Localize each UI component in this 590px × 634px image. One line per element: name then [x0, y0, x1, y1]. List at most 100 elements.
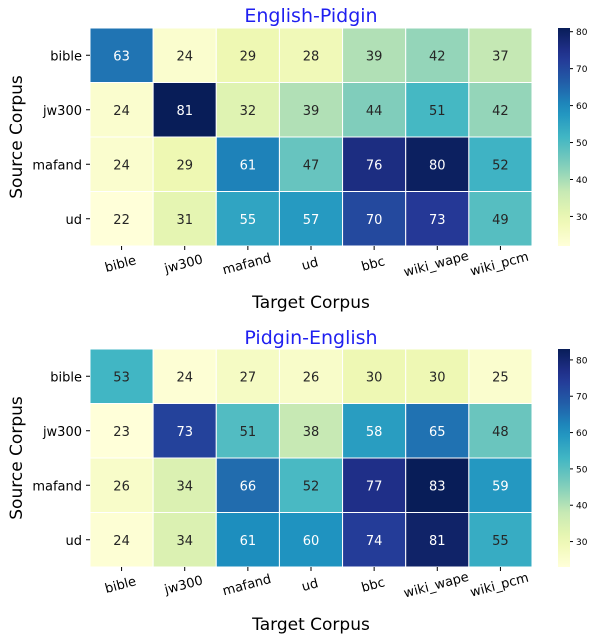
cell-value-label: 76: [366, 158, 383, 173]
cell-value-label: 66: [240, 479, 257, 494]
colorbar: [558, 349, 570, 567]
cell-value-label: 44: [366, 104, 383, 119]
heatmap-cell: [89, 457, 154, 513]
colorbar-tick-label: 60: [576, 429, 588, 439]
heatmap-cell: [278, 403, 344, 459]
x-tick-label: ud: [300, 576, 320, 595]
heatmap-cell: [152, 457, 217, 513]
heatmap-cell: [215, 403, 280, 459]
cell-value-label: 29: [176, 158, 193, 173]
heatmap-cell: [342, 457, 407, 513]
cell-value-label: 81: [429, 534, 446, 549]
cell-value-label: 30: [429, 370, 446, 385]
cell-value-label: 60: [303, 534, 320, 549]
cell-value-label: 37: [492, 49, 509, 64]
heatmap-cell: [152, 27, 217, 83]
cell-value-label: 34: [176, 534, 193, 549]
cell-value-label: 26: [113, 479, 130, 494]
cell-value-label: 42: [429, 49, 446, 64]
y-tick-label: mafand: [32, 479, 82, 494]
y-tick-label: bible: [50, 370, 82, 385]
heatmap-panel-1: English-Pidgin 63 24 29 28 39 42 37 24 81 32 39 44 51…: [7, 5, 588, 313]
colorbar-tick-label: 50: [576, 139, 588, 149]
heatmap-cell: [278, 191, 344, 247]
cell-value-label: 55: [492, 534, 509, 549]
colorbar-tick-label: 60: [576, 102, 588, 112]
cell-value-label: 24: [113, 158, 130, 173]
x-tick-label: ud: [300, 255, 320, 274]
heatmap-cell: [342, 403, 407, 459]
cell-value-label: 27: [240, 370, 257, 385]
colorbar-tick-label: 30: [576, 213, 588, 223]
colorbar-tick-label: 70: [576, 65, 588, 75]
heatmap-cell: [405, 136, 470, 192]
heatmap-cell: [405, 457, 470, 513]
cell-value-label: 24: [176, 370, 193, 385]
cell-value-label: 73: [429, 213, 446, 228]
cell-value-label: 52: [492, 158, 509, 173]
heatmap-cell: [468, 136, 533, 192]
cell-value-label: 65: [429, 425, 446, 440]
heatmap-cell: [468, 348, 533, 404]
cell-value-label: 24: [113, 534, 130, 549]
colorbar-tick-label: 80: [576, 356, 588, 366]
y-tick-label: jw300: [42, 425, 82, 440]
heatmap-cell: [342, 82, 407, 138]
cell-value-label: 63: [113, 49, 130, 64]
cell-value-label: 61: [240, 158, 257, 173]
cell-value-label: 70: [366, 213, 383, 228]
heatmap-cell: [405, 191, 470, 247]
cell-value-label: 24: [113, 104, 130, 119]
heatmap-cell: [89, 82, 154, 138]
heatmap-cell: [215, 82, 280, 138]
cell-value-label: 59: [492, 479, 509, 494]
x-tick-label: bbc: [360, 575, 387, 596]
heatmap-cell: [215, 136, 280, 192]
y-tick-label: ud: [66, 213, 83, 228]
colorbar-tick-label: 40: [576, 176, 588, 186]
cell-value-label: 52: [303, 479, 320, 494]
chart-title: Pidgin-English: [244, 327, 377, 349]
cell-value-label: 23: [113, 425, 130, 440]
y-tick-label: jw300: [42, 104, 82, 119]
cell-value-label: 55: [240, 213, 257, 228]
cell-value-label: 74: [366, 534, 383, 549]
y-axis-label: Source Corpus: [7, 396, 27, 520]
heatmap-cell: [89, 348, 154, 404]
cell-value-label: 39: [366, 49, 383, 64]
cell-value-label: 31: [176, 213, 193, 228]
cell-value-label: 80: [429, 158, 446, 173]
cell-value-label: 81: [176, 104, 193, 119]
cell-value-label: 22: [113, 213, 130, 228]
heatmap-cell: [342, 27, 407, 83]
heatmap-cell: [89, 27, 154, 83]
cell-value-label: 83: [429, 479, 446, 494]
heatmap-cell: [468, 512, 533, 568]
heatmap-cell: [468, 82, 533, 138]
colorbar-tick-label: 30: [576, 538, 588, 548]
heatmap-cell: [342, 512, 407, 568]
cell-value-label: 29: [240, 49, 257, 64]
cell-value-label: 28: [303, 49, 320, 64]
cell-value-label: 57: [303, 213, 320, 228]
cell-value-label: 42: [492, 104, 509, 119]
heatmap-cell: [342, 348, 407, 404]
cell-value-label: 24: [176, 49, 193, 64]
heatmap-cell: [278, 348, 344, 404]
colorbar: [558, 28, 570, 246]
cell-value-label: 49: [492, 213, 509, 228]
colorbar-tick-label: 40: [576, 502, 588, 512]
colorbar-tick-label: 50: [576, 465, 588, 475]
cell-value-label: 32: [240, 104, 257, 119]
chart-title: English-Pidgin: [244, 5, 377, 27]
cell-value-label: 48: [492, 425, 509, 440]
cell-value-label: 25: [492, 370, 509, 385]
cell-value-label: 53: [113, 370, 130, 385]
cell-value-label: 39: [303, 104, 320, 119]
cell-value-label: 77: [366, 479, 383, 494]
y-tick-label: ud: [66, 534, 83, 549]
x-axis-label: Target Corpus: [251, 615, 370, 634]
cell-value-label: 51: [240, 425, 257, 440]
heatmap-cell: [215, 348, 280, 404]
